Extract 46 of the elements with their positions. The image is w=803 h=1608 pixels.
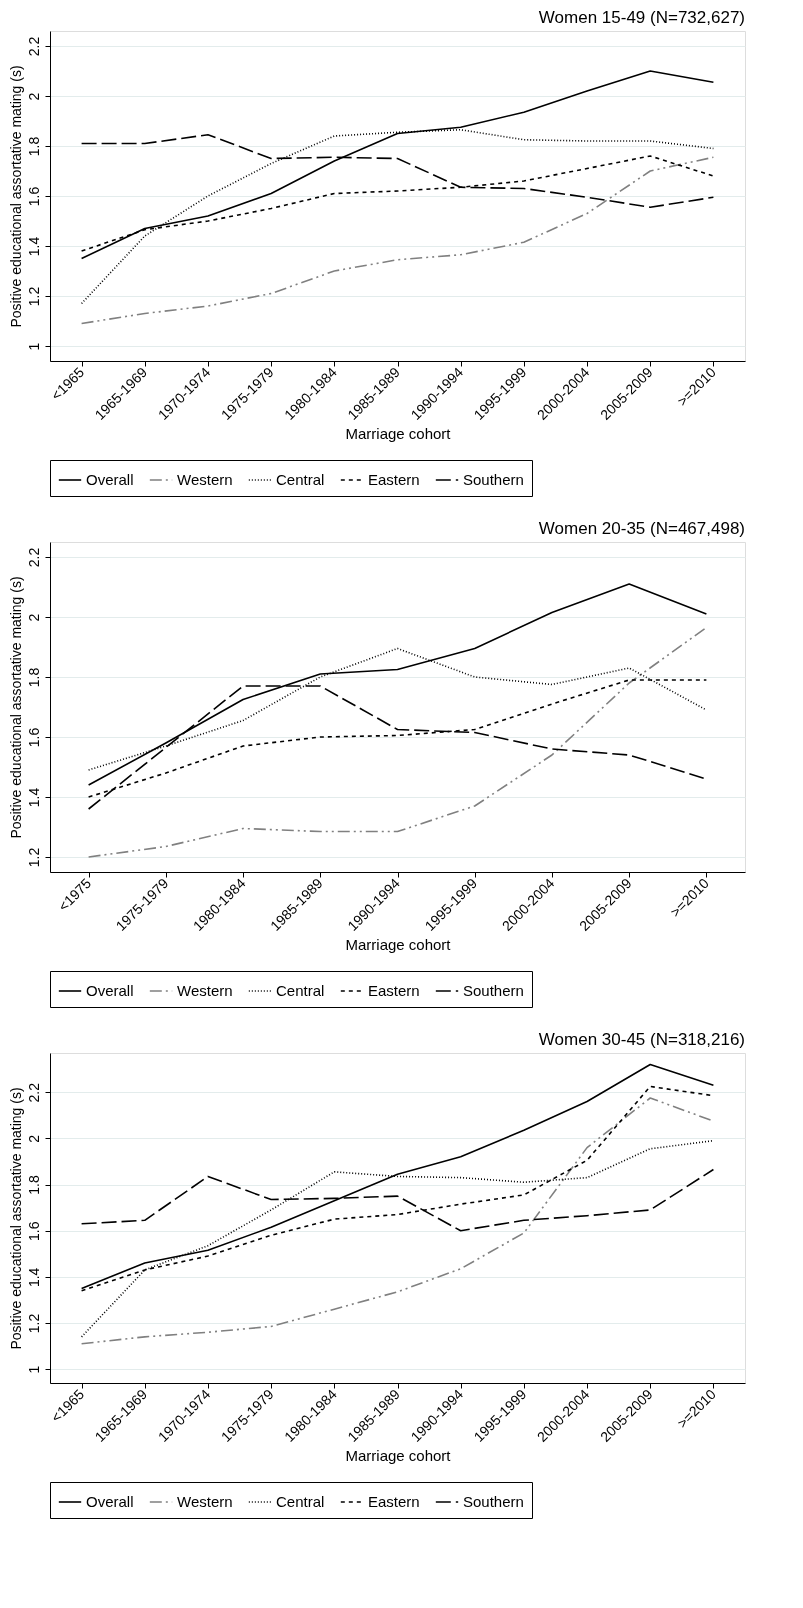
legend-label: Eastern [368,982,420,999]
y-tick-label: 2 [25,613,42,622]
legend-label: Overall [86,471,134,488]
y-tick-label: 1.8 [25,136,42,157]
legend-label: Central [276,1493,325,1510]
x-axis-title: Marriage cohort [345,1446,452,1464]
chart-title: Women 30-45 (N=318,216) [538,1030,745,1049]
y-tick-label: 1 [25,342,42,351]
y-tick-label: 2.2 [25,36,42,57]
y-tick-label: 1.2 [25,286,42,307]
y-tick-label: 1 [25,1365,42,1374]
y-tick-label: 2.2 [25,1082,42,1103]
y-tick-label: 1.4 [25,787,42,808]
y-tick-label: 1.2 [25,847,42,868]
y-tick-label: 1.4 [25,236,42,257]
line-series [87,626,708,858]
legend-label: Southern [463,1493,524,1510]
legend-label: Central [276,471,325,488]
legend-label: Western [177,1493,233,1510]
legend-label: Western [177,982,233,999]
y-tick-label: 1.6 [25,1221,42,1241]
y-tick-label: 1.6 [25,186,42,207]
legend-label: Eastern [368,471,420,488]
y-tick-label: 1.8 [25,667,42,688]
y-tick-label: 2 [25,92,42,101]
legend-label: Western [177,471,233,488]
legend-label: Southern [463,982,524,999]
y-tick-label: 1.8 [25,1175,42,1195]
y-axis-title: Positive educational assortative mating (s) [7,65,24,328]
x-axis-title: Marriage cohort [345,424,452,442]
legend-label: Central [276,982,325,999]
legend-label: Overall [86,1493,134,1510]
y-axis-title: Positive educational assortative mating (s) [7,1087,24,1350]
chart-title: Women 20-35 (N=467,498) [538,519,745,538]
y-axis-title: Positive educational assortative mating (s) [7,576,24,839]
y-tick-label: 1.2 [25,1313,42,1334]
y-tick-label: 2.2 [25,547,42,568]
y-tick-label: 1.4 [25,1267,42,1288]
y-tick-label: 1.6 [25,727,42,748]
legend-label: Eastern [368,1493,420,1510]
chart-title: Women 15-49 (N=732,627) [538,8,745,27]
line-series [80,156,715,325]
y-tick-label: 2 [25,1134,42,1143]
x-axis-title: Marriage cohort [345,935,452,953]
legend-label: Overall [86,982,134,999]
legend-label: Southern [463,471,524,488]
